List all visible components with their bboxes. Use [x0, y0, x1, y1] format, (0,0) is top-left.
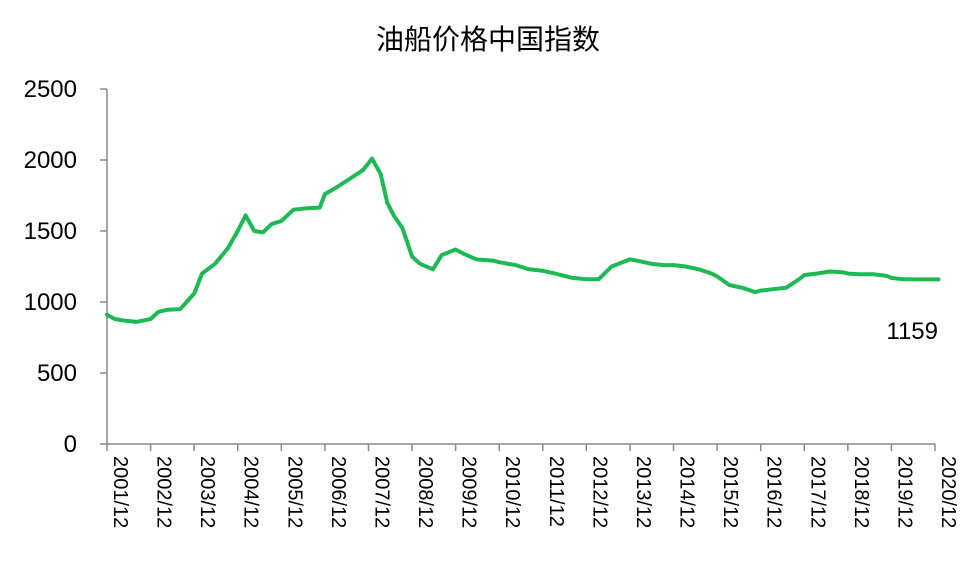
x-tick-label: 2009/12 — [458, 456, 480, 528]
x-tick-label: 2001/12 — [109, 456, 131, 528]
series-line — [105, 156, 941, 324]
x-tick-label: 2012/12 — [588, 456, 610, 528]
y-tick-label: 1500 — [24, 218, 77, 245]
y-tick-label: 1000 — [24, 289, 77, 316]
x-tick-label: 2010/12 — [501, 456, 523, 528]
x-tick-label: 2019/12 — [893, 456, 915, 528]
x-tick-label: 2017/12 — [806, 456, 828, 528]
x-tick-label: 2015/12 — [719, 456, 741, 528]
x-tick-label: 2002/12 — [153, 456, 175, 528]
x-tick-label: 2020/12 — [937, 456, 959, 528]
data-labels: 1159 — [886, 318, 938, 345]
end-value-label: 1159 — [886, 318, 938, 345]
chart-axes — [106, 89, 935, 445]
x-tick-label: 2008/12 — [414, 456, 436, 528]
y-tick-label: 2500 — [24, 76, 77, 103]
x-tick-label: 2003/12 — [196, 456, 218, 528]
x-tick-label: 2016/12 — [763, 456, 785, 528]
series-group — [105, 156, 941, 324]
x-tick-label: 2005/12 — [283, 456, 305, 528]
x-tick-label: 2006/12 — [327, 456, 349, 528]
x-tick-label: 2014/12 — [676, 456, 698, 528]
x-axis-ticks: 2001/12 2002/12 2003/12 2004/12 2005/12 2006/… — [106, 444, 959, 528]
x-tick-label: 2013/12 — [632, 456, 654, 528]
y-tick-label: 0 — [64, 431, 77, 458]
x-tick-label: 2007/12 — [370, 456, 392, 528]
y-tick-label: 2000 — [24, 147, 77, 174]
x-tick-label: 2018/12 — [850, 456, 872, 528]
y-tick-label: 500 — [37, 360, 77, 387]
chart-title: 油船价格中国指数 — [375, 23, 600, 56]
y-axis-ticks: 0 500 1000 1500 2000 2500 — [24, 76, 107, 458]
x-tick-label: 2011/12 — [545, 456, 567, 527]
x-tick-label: 2004/12 — [240, 456, 262, 528]
